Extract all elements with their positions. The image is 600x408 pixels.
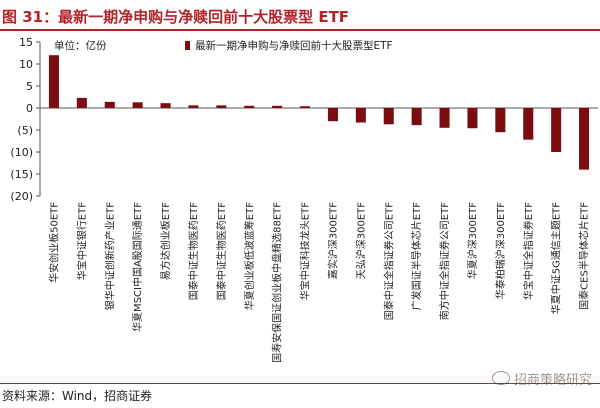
y-tick-label: 15 [19, 36, 33, 49]
bar [132, 102, 143, 108]
y-tick-label: (5) [17, 124, 33, 137]
legend-label: 最新一期净申购与净赎回前十大股票型ETF [195, 39, 393, 52]
category-label: 华夏沪深300ETF [466, 202, 479, 280]
category-label: 银华中证创新药产业ETF [103, 202, 116, 310]
footer-divider [0, 383, 600, 384]
bar [104, 101, 115, 108]
chart-title: 图 31：最新一期净申购与净赎回前十大股票型 ETF [2, 8, 350, 26]
y-tick-label: (15) [10, 168, 33, 181]
bar-chart: 15 10 5 0 (5) (10) (15) (20) 华安创业板50ETF 华宝中证银行ET… [10, 36, 598, 363]
bar [411, 108, 422, 126]
bar [48, 55, 59, 108]
y-axis: 15 10 5 0 (5) (10) (15) (20) [10, 36, 41, 203]
bar [467, 108, 478, 129]
bars [40, 55, 598, 170]
bar [355, 108, 366, 123]
category-label: 嘉实沪深300ETF [326, 202, 339, 280]
source-note: 资料来源：Wind，招商证券 [2, 389, 153, 403]
category-label: 华宝中证全指证券ETF [522, 202, 535, 300]
category-labels: 华安创业板50ETF 华宝中证银行ETF 银华中证创新药产业ETF 华夏MSCI中国A… [47, 202, 590, 363]
y-tick-label: 5 [26, 80, 33, 93]
category-label: 国泰中证生物医药ETF [215, 202, 228, 300]
wechat-icon [491, 371, 510, 385]
category-label: 天弘沪深300ETF [354, 202, 367, 280]
bar [244, 105, 255, 108]
bar [327, 108, 338, 122]
bar [188, 105, 199, 108]
category-label: 国泰中证全指证券公司ETF [382, 202, 395, 320]
category-label: 易方达创业板ETF [159, 202, 172, 280]
bar [300, 106, 311, 108]
category-label: 华宝中证银行ETF [75, 202, 88, 280]
legend-swatch [185, 41, 190, 50]
bar [495, 108, 506, 133]
watermark-text: 招商策略研究 [513, 373, 592, 388]
unit-label: 单位：亿份 [54, 39, 107, 52]
category-label: 国寿安保国证创业板中盘精选88ETF [271, 202, 284, 363]
watermark: 招商策略研究 [491, 369, 592, 388]
title-divider [0, 29, 600, 31]
category-label: 华夏MSCI中国A股国际通ETF [131, 202, 144, 332]
bar [383, 108, 394, 125]
y-tick-label: 10 [19, 58, 33, 71]
category-label: 华夏中证5G通信主题ETF [550, 202, 563, 315]
category-label: 华夏创业板低波蓝筹ETF [243, 202, 256, 310]
category-label: 华宝中证科技龙头ETF [299, 202, 312, 300]
category-label: 华泰柏瑞沪深300ETF [494, 202, 507, 300]
bar [216, 105, 227, 108]
category-label: 国泰中证生物医药ETF [187, 202, 200, 300]
bar [76, 97, 87, 108]
bar [551, 108, 562, 152]
category-label: 广发国证半导体芯片ETF [410, 202, 423, 310]
y-tick-label: 0 [26, 102, 33, 115]
category-label: 国泰CES半导体芯片ETF [578, 202, 591, 310]
bar [272, 105, 283, 108]
category-label: 华安创业板50ETF [47, 202, 60, 283]
bar [160, 103, 171, 108]
y-tick-label: (20) [10, 190, 33, 203]
bar [579, 108, 590, 170]
bar [523, 108, 534, 140]
y-tick-label: (10) [10, 146, 33, 159]
category-label: 南方中证全指证券公司ETF [438, 202, 451, 320]
bar [439, 108, 450, 128]
